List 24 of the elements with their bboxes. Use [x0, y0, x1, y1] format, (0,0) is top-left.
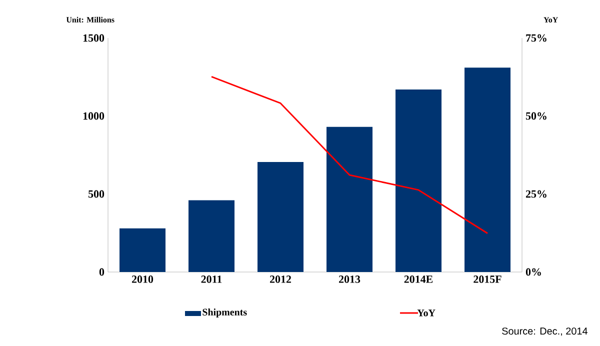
y2-tick-label: 25%: [526, 190, 546, 198]
y-tick-label: 1500: [83, 34, 104, 42]
bar: [396, 89, 442, 272]
y2-tick-label: 75%: [526, 34, 546, 42]
y2-tick-label: 50%: [526, 112, 546, 120]
bar: [258, 162, 304, 272]
x-tick-label: 2013: [339, 276, 360, 283]
y-tick-label: 500: [88, 190, 104, 198]
x-tick-label: 2011: [201, 276, 222, 283]
bar: [326, 126, 373, 272]
x-tick-label: 2012: [270, 276, 291, 283]
source-note: Source: Dec., 2014: [502, 328, 588, 336]
y-tick-label: 1000: [83, 112, 104, 120]
line-series: [210, 76, 488, 234]
legend-label: Shipments: [202, 308, 247, 318]
y-tick-label: 0: [99, 268, 104, 276]
legend-label: YoY: [417, 310, 436, 316]
x-tick-label: 2010: [132, 276, 154, 283]
bar: [464, 68, 511, 272]
bar: [120, 228, 166, 272]
x-tick-label: 2014E: [404, 276, 433, 283]
x-tick-label: 2015F: [474, 276, 502, 283]
y2-tick-label: 0%: [526, 268, 541, 276]
bar: [188, 200, 235, 272]
